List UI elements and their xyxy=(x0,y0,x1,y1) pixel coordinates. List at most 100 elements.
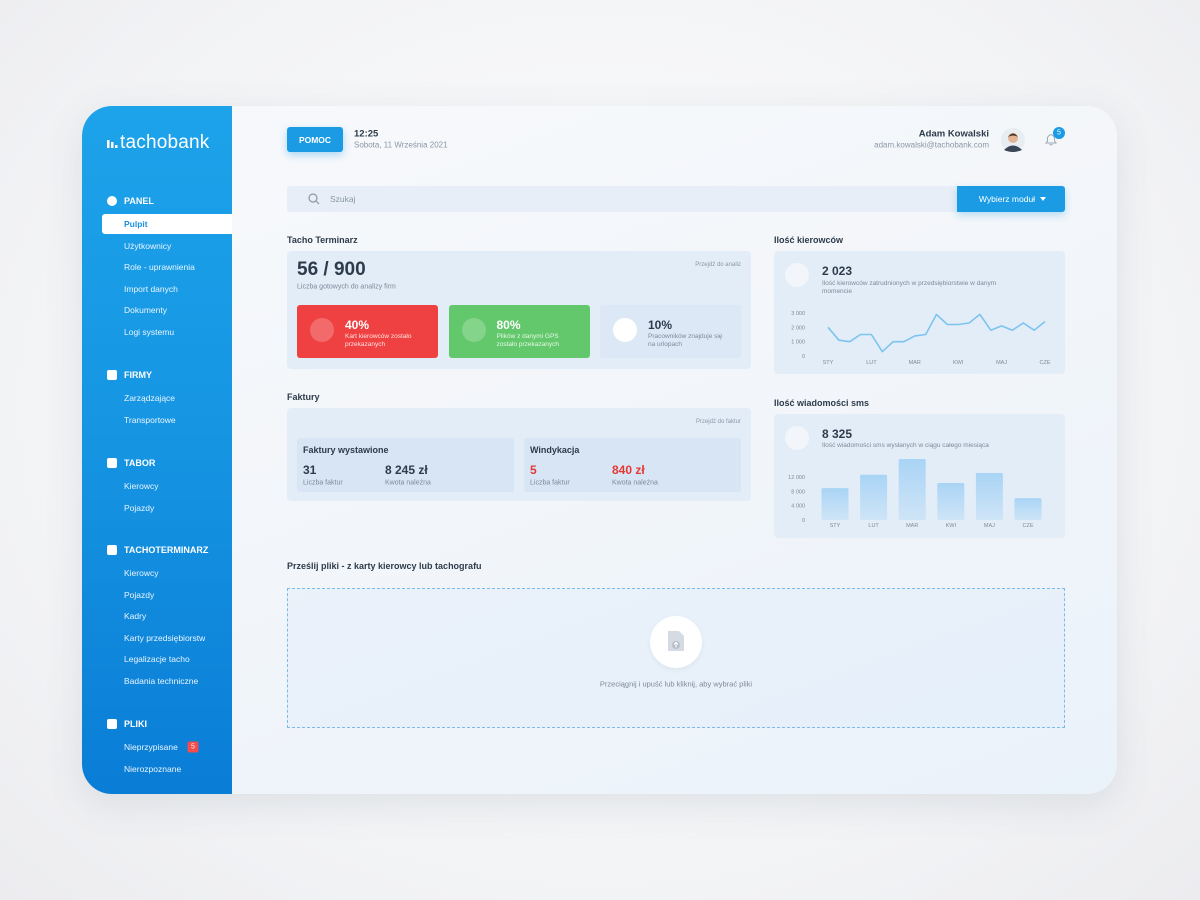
upload-hint[interactable]: Przeciągnij i upuść lub kliknij, aby wyb… xyxy=(599,679,753,689)
card-icon-circle xyxy=(785,426,809,450)
section-title: FIRMY xyxy=(124,370,152,380)
module-button-label[interactable]: Wybierz moduł xyxy=(978,194,1036,204)
menu-item[interactable]: Pojazdy xyxy=(124,502,155,513)
line xyxy=(827,313,1046,353)
menu-item[interactable]: Role - uprawnienia xyxy=(124,262,195,273)
section-heading: Tacho Terminarz xyxy=(287,235,358,245)
x-tick-label: KWI xyxy=(946,523,957,529)
menu-item[interactable]: Kierowcy xyxy=(124,568,159,578)
x-tick-label: STY xyxy=(823,360,834,366)
menu-badge: 5 xyxy=(187,741,199,753)
card-link[interactable]: Przejdź do faktur xyxy=(695,419,741,425)
logo-icon xyxy=(107,140,118,148)
card-icon-circle xyxy=(785,263,809,287)
section-icon xyxy=(107,370,117,380)
bar xyxy=(975,472,1003,520)
menu-item[interactable]: Badania techniczne xyxy=(124,676,199,686)
invoice-group-title: Faktury wystawione xyxy=(303,445,389,455)
notification-badge-bg[interactable] xyxy=(1053,127,1065,139)
invoice-value: 840 zł xyxy=(612,463,645,477)
bar xyxy=(898,459,926,520)
kpi-value: 56 / 900 xyxy=(297,259,366,280)
user-name: Adam Kowalski xyxy=(918,128,989,140)
y-tick-label: 0 xyxy=(802,354,805,360)
y-tick-label: 1 000 xyxy=(791,340,805,346)
search-input[interactable] xyxy=(287,186,957,212)
invoice-value: 31 xyxy=(303,463,317,477)
y-tick-label: 4 000 xyxy=(791,504,805,510)
menu-item[interactable]: Karty przedsiębiorstw xyxy=(124,632,206,643)
logo: tachobank xyxy=(120,132,210,153)
section-title: TABOR xyxy=(124,458,156,468)
x-tick-label: CZE xyxy=(1040,360,1051,366)
kpi-caption: Liczba gotowych do analizy firm xyxy=(297,283,396,291)
y-tick-label: 3 000 xyxy=(791,311,805,317)
menu-item[interactable]: Kierowcy xyxy=(124,481,159,491)
x-tick-label: MAR xyxy=(906,523,918,529)
avatar-hair xyxy=(1008,133,1018,137)
invoice-value: 5 xyxy=(530,463,537,477)
invoice-label: Kwota należna xyxy=(612,479,658,487)
bar xyxy=(860,474,888,520)
date: Sobota, 11 Września 2021 xyxy=(354,140,448,150)
user-email: adam.kowalski@tachobank.com xyxy=(874,140,989,150)
notification-bell xyxy=(1045,134,1057,146)
menu-item[interactable]: Użytkownicy xyxy=(124,240,172,251)
menu-item[interactable]: Transportowe xyxy=(124,414,176,425)
menu-item[interactable]: Pojazdy xyxy=(124,589,155,600)
section-icon xyxy=(107,545,117,555)
y-tick-label: 2 000 xyxy=(791,325,805,331)
x-tick-label: CZE xyxy=(1023,523,1034,529)
invoice-group-title: Windykacja xyxy=(530,445,580,455)
logo-bar xyxy=(107,140,110,148)
section-icon xyxy=(107,196,117,206)
card-link[interactable]: Przejdź do analiz xyxy=(695,262,741,268)
bar xyxy=(937,483,965,520)
menu-item[interactable]: Logi systemu xyxy=(124,327,175,337)
x-tick-label: MAR xyxy=(909,360,921,366)
search-placeholder[interactable]: Szukaj xyxy=(330,194,356,204)
stat-card xyxy=(448,305,590,358)
notification-count[interactable]: 5 xyxy=(1057,129,1061,137)
sidebar xyxy=(82,106,232,794)
stat-icon-circle xyxy=(613,318,637,342)
menu-item[interactable]: Legalizacje tacho xyxy=(124,654,190,665)
invoice-label: Liczba faktur xyxy=(530,479,570,487)
menu-item[interactable]: Pulpit xyxy=(124,219,148,229)
logo-bar xyxy=(111,142,114,148)
section-heading: Faktury xyxy=(287,392,320,402)
section-icon xyxy=(107,458,117,468)
help-button[interactable] xyxy=(287,127,343,152)
stat-text: Plików z danymi GPS zostało przekazanych xyxy=(496,333,560,348)
help-button-label[interactable]: POMOC xyxy=(298,135,332,145)
bar-chart: 0 4 000 8 000 12 000 STY LUT MAR KWI MAJ CZE xyxy=(788,459,1042,529)
upload-icon xyxy=(668,631,684,651)
invoice-value: 8 245 zł xyxy=(385,463,428,477)
x-tick-label: MAJ xyxy=(996,360,1007,366)
menu-item[interactable]: Kadry xyxy=(124,611,147,622)
menu-item[interactable]: Import danych xyxy=(124,283,178,294)
stat-card xyxy=(297,305,438,358)
x-tick-label: MAJ xyxy=(984,523,995,529)
menu-item[interactable]: Dokumenty xyxy=(124,305,167,316)
section-title: PANEL xyxy=(124,196,154,206)
menu-item[interactable]: Nierozpoznane xyxy=(124,763,182,774)
invoice-label: Kwota należna xyxy=(385,479,431,487)
search-icon xyxy=(308,193,320,205)
stat-icon-circle xyxy=(310,318,334,342)
invoice-group xyxy=(297,438,514,492)
upload-arrow xyxy=(673,641,679,648)
x-tick-label: STY xyxy=(830,523,841,529)
module-button[interactable] xyxy=(957,186,1065,212)
menu-item[interactable]: Nieprzypisane xyxy=(124,742,178,752)
avatar xyxy=(1001,128,1025,152)
search-handle xyxy=(315,200,320,205)
y-tick-label: 12 000 xyxy=(788,475,805,481)
logo-bar xyxy=(115,145,118,148)
x-tick-label: LUT xyxy=(866,360,877,366)
menu-item[interactable]: Zarządzające xyxy=(124,393,176,403)
caret xyxy=(1040,197,1046,201)
invoice-label: Liczba faktur xyxy=(303,479,343,487)
kpi-caption: Ilość wiadomości sms wysłanych w ciągu c… xyxy=(822,442,989,449)
